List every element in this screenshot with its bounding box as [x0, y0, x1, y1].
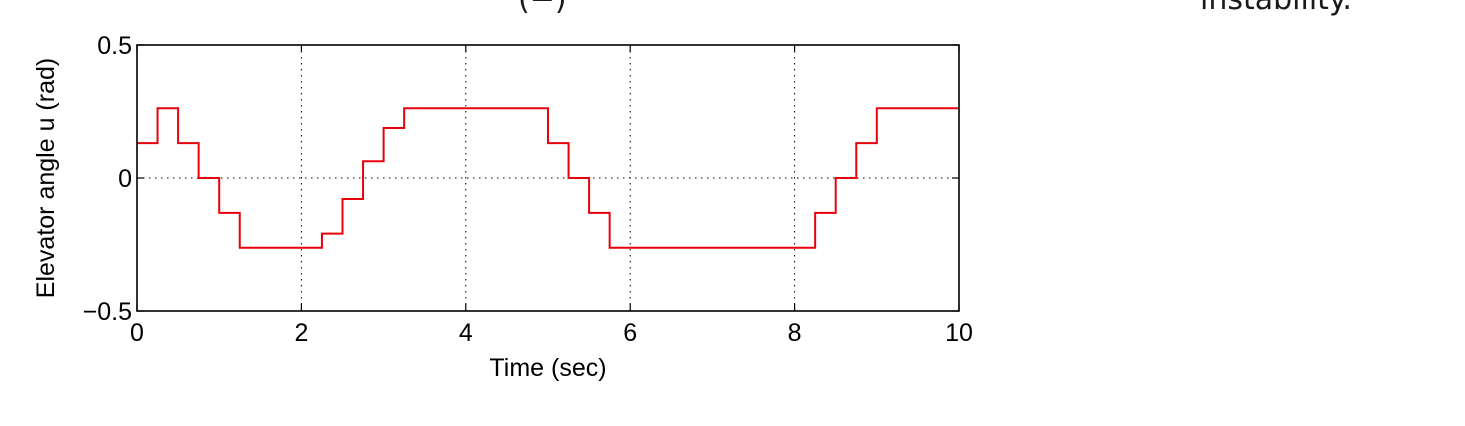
y-tick-label: 0.5 — [97, 32, 132, 60]
x-tick-label: 0 — [130, 319, 144, 347]
x-tick-label: 4 — [459, 319, 473, 347]
tick-labels: 0 2 4 6 8 10−0.500.5 — [83, 32, 973, 347]
y-axis-label: Elevator angle u (rad) — [32, 58, 60, 298]
y-tick-label: 0 — [118, 165, 132, 193]
x-tick-label: 8 — [788, 319, 802, 347]
plot-frame — [136, 44, 960, 312]
x-axis-label: Time (sec) — [489, 354, 606, 382]
cropped-caption-right: instability. — [1200, 0, 1352, 17]
y-tick-label: −0.5 — [83, 298, 132, 326]
x-tick-label: 2 — [294, 319, 308, 347]
x-tick-label: 10 — [945, 319, 973, 347]
cropped-caption-left: (−) — [518, 0, 567, 17]
series-layer — [137, 107, 959, 249]
grid-lines — [137, 45, 959, 311]
x-tick-label: 6 — [623, 319, 637, 347]
series-line — [137, 107, 959, 249]
